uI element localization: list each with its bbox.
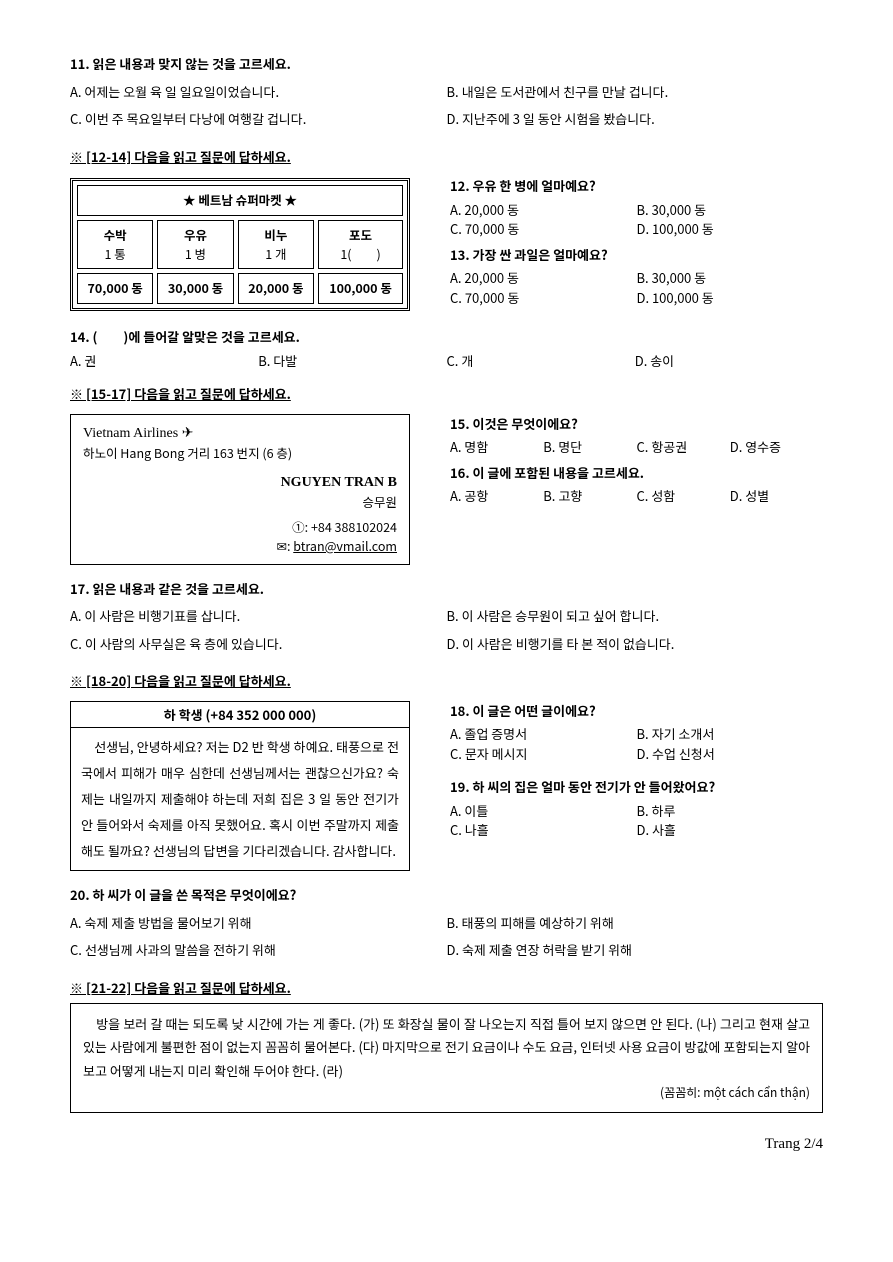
question-14: 14. ( )에 들어갈 알맞은 것을 고르세요. A. 권 B. 다발 C. … (70, 327, 823, 370)
page-footer: Trang 2/4 (70, 1133, 823, 1156)
q15-c: C. 항공권 (637, 437, 730, 457)
q16-b: B. 고향 (543, 486, 636, 506)
card-addr: 하노이 Hang Bong 거리 163 번지 (6 층) (83, 444, 397, 463)
q16-d: D. 성별 (730, 486, 823, 506)
q11-opt-d: D. 지난주에 3 일 동안 시험을 봤습니다. (447, 109, 824, 129)
market-p3: 20,000 동 (238, 273, 314, 304)
q12-stem: 12. 우유 한 병에 얼마예요? (450, 176, 823, 196)
q20-stem: 20. 하 씨가 이 글을 쓴 목적은 무엇이에요? (70, 885, 823, 905)
card-role: 승무원 (83, 493, 397, 512)
q12-a: A. 20,000 동 (450, 200, 637, 220)
market-p4: 100,000 동 (318, 273, 403, 304)
market-h4: 포도1( ) (318, 220, 403, 270)
mail-icon: ✉: (277, 536, 291, 555)
q16-a: A. 공항 (450, 486, 543, 506)
message-box: 하 학생 (+84 352 000 000) 선생님, 안녕하세요? 저는 D2… (70, 701, 410, 872)
card-email: btran@vmail.com (293, 536, 397, 555)
business-card: Vietnam Airlines ✈ 하노이 Hang Bong 거리 163 … (70, 414, 410, 565)
msg-head: 하 학생 (+84 352 000 000) (71, 702, 409, 729)
q14-stem: 14. ( )에 들어갈 알맞은 것을 고르세요. (70, 327, 823, 347)
market-p1: 70,000 동 (77, 273, 153, 304)
market-h3: 비누1 개 (238, 220, 314, 270)
q19-stem: 19. 하 씨의 집은 얼마 동안 전기가 안 들어왔어요? (450, 777, 823, 797)
q19-c: C. 나흘 (450, 820, 637, 840)
q11-opt-c: C. 이번 주 목요일부터 다낭에 여행갈 겁니다. (70, 109, 447, 129)
card-name: NGUYEN TRAN B (83, 472, 397, 493)
question-17: 17. 읽은 내용과 같은 것을 고르세요. A. 이 사람은 비행기표를 삽니… (70, 579, 823, 658)
card-phone: +84 388102024 (311, 517, 397, 536)
section-15-17: Vietnam Airlines ✈ 하노이 Hang Bong 거리 163 … (70, 410, 823, 569)
q14-a: A. 권 (70, 351, 258, 371)
q15-b: B. 명단 (543, 437, 636, 457)
q15-a: A. 명함 (450, 437, 543, 457)
market-h1: 수박1 통 (77, 220, 153, 270)
q20-d: D. 숙제 제출 연장 허락을 받기 위해 (447, 940, 824, 960)
section-18-20: 하 학생 (+84 352 000 000) 선생님, 안녕하세요? 저는 D2… (70, 697, 823, 876)
q20-a: A. 숙제 제출 방법을 물어보기 위해 (70, 913, 447, 933)
q17-b: B. 이 사람은 승무원이 되고 싶어 합니다. (447, 606, 824, 626)
q13-a: A. 20,000 동 (450, 268, 637, 288)
passage-note: (꼼꼼히: một cách cẩn thận) (83, 1082, 810, 1104)
market-title: ★ 베트남 슈퍼마켓 ★ (77, 185, 403, 216)
q15-stem: 15. 이것은 무엇이에요? (450, 414, 823, 434)
q14-b: B. 다발 (258, 351, 446, 371)
q12-d: D. 100,000 동 (637, 219, 824, 239)
market-h2: 우유1 병 (157, 220, 233, 270)
q20-c: C. 선생님께 사과의 말씀을 전하기 위해 (70, 940, 447, 960)
q19-b: B. 하루 (637, 801, 824, 821)
q12-c: C. 70,000 동 (450, 219, 637, 239)
q17-c: C. 이 사람의 사무실은 육 층에 있습니다. (70, 634, 447, 654)
market-p2: 30,000 동 (157, 273, 233, 304)
q18-b: B. 자기 소개서 (637, 724, 824, 744)
q15-d: D. 영수증 (730, 437, 823, 457)
supermarket-panel: ★ 베트남 슈퍼마켓 ★ 수박1 통 우유1 병 비누1 개 포도1( ) 70… (70, 172, 430, 317)
passage-text: 방을 보러 갈 때는 되도록 낮 시간에 가는 게 좋다. (가) 또 화장실 … (83, 1014, 810, 1080)
phone-icon: ①: (292, 517, 308, 536)
question-11: 11. 읽은 내용과 맞지 않는 것을 고르세요. A. 어제는 오월 육 일 … (70, 54, 823, 133)
section-21-22-head: ※ [21-22] 다음을 읽고 질문에 답하세요. (70, 978, 823, 998)
card-email-row: ✉: btran@vmail.com (83, 537, 397, 556)
q18-stem: 18. 이 글은 어떤 글이에요? (450, 701, 823, 721)
q13-d: D. 100,000 동 (637, 288, 824, 308)
market-table: ★ 베트남 슈퍼마켓 ★ 수박1 통 우유1 병 비누1 개 포도1( ) 70… (70, 178, 410, 311)
q14-d: D. 송이 (635, 351, 823, 371)
q17-d: D. 이 사람은 비행기를 타 본 적이 없습니다. (447, 634, 824, 654)
card-airline: Vietnam Airlines ✈ (83, 423, 397, 444)
section-15-17-head: ※ [15-17] 다음을 읽고 질문에 답하세요. (70, 384, 823, 404)
q17-stem: 17. 읽은 내용과 같은 것을 고르세요. (70, 579, 823, 599)
q13-c: C. 70,000 동 (450, 288, 637, 308)
section-18-20-head: ※ [18-20] 다음을 읽고 질문에 답하세요. (70, 671, 823, 691)
q19-d: D. 사흘 (637, 820, 824, 840)
q13-stem: 13. 가장 싼 과일은 얼마예요? (450, 245, 823, 265)
section-12-14-head: ※ [12-14] 다음을 읽고 질문에 답하세요. (70, 147, 823, 167)
q13-b: B. 30,000 동 (637, 268, 824, 288)
section-12-14: ★ 베트남 슈퍼마켓 ★ 수박1 통 우유1 병 비누1 개 포도1( ) 70… (70, 172, 823, 317)
msg-body: 선생님, 안녕하세요? 저는 D2 반 학생 하예요. 태풍으로 전국에서 피해… (71, 728, 409, 870)
q18-a: A. 졸업 증명서 (450, 724, 637, 744)
q18-d: D. 수업 신청서 (637, 744, 824, 764)
q11-opt-b: B. 내일은 도서관에서 친구를 만날 겁니다. (447, 82, 824, 102)
q11-stem: 11. 읽은 내용과 맞지 않는 것을 고르세요. (70, 54, 823, 74)
question-20: 20. 하 씨가 이 글을 쓴 목적은 무엇이에요? A. 숙제 제출 방법을 … (70, 885, 823, 964)
q16-c: C. 성함 (637, 486, 730, 506)
card-phone-row: ①: +84 388102024 (83, 518, 397, 537)
q18-c: C. 문자 메시지 (450, 744, 637, 764)
passage-box: 방을 보러 갈 때는 되도록 낮 시간에 가는 게 좋다. (가) 또 화장실 … (70, 1003, 823, 1113)
q12-b: B. 30,000 동 (637, 200, 824, 220)
q11-opt-a: A. 어제는 오월 육 일 일요일이었습니다. (70, 82, 447, 102)
q19-a: A. 이틀 (450, 801, 637, 821)
q17-a: A. 이 사람은 비행기표를 삽니다. (70, 606, 447, 626)
q20-b: B. 태풍의 피해를 예상하기 위해 (447, 913, 824, 933)
q16-stem: 16. 이 글에 포함된 내용을 고르세요. (450, 463, 823, 483)
q12-13-panel: 12. 우유 한 병에 얼마예요? A. 20,000 동 B. 30,000 … (430, 172, 823, 317)
q14-c: C. 개 (447, 351, 635, 371)
